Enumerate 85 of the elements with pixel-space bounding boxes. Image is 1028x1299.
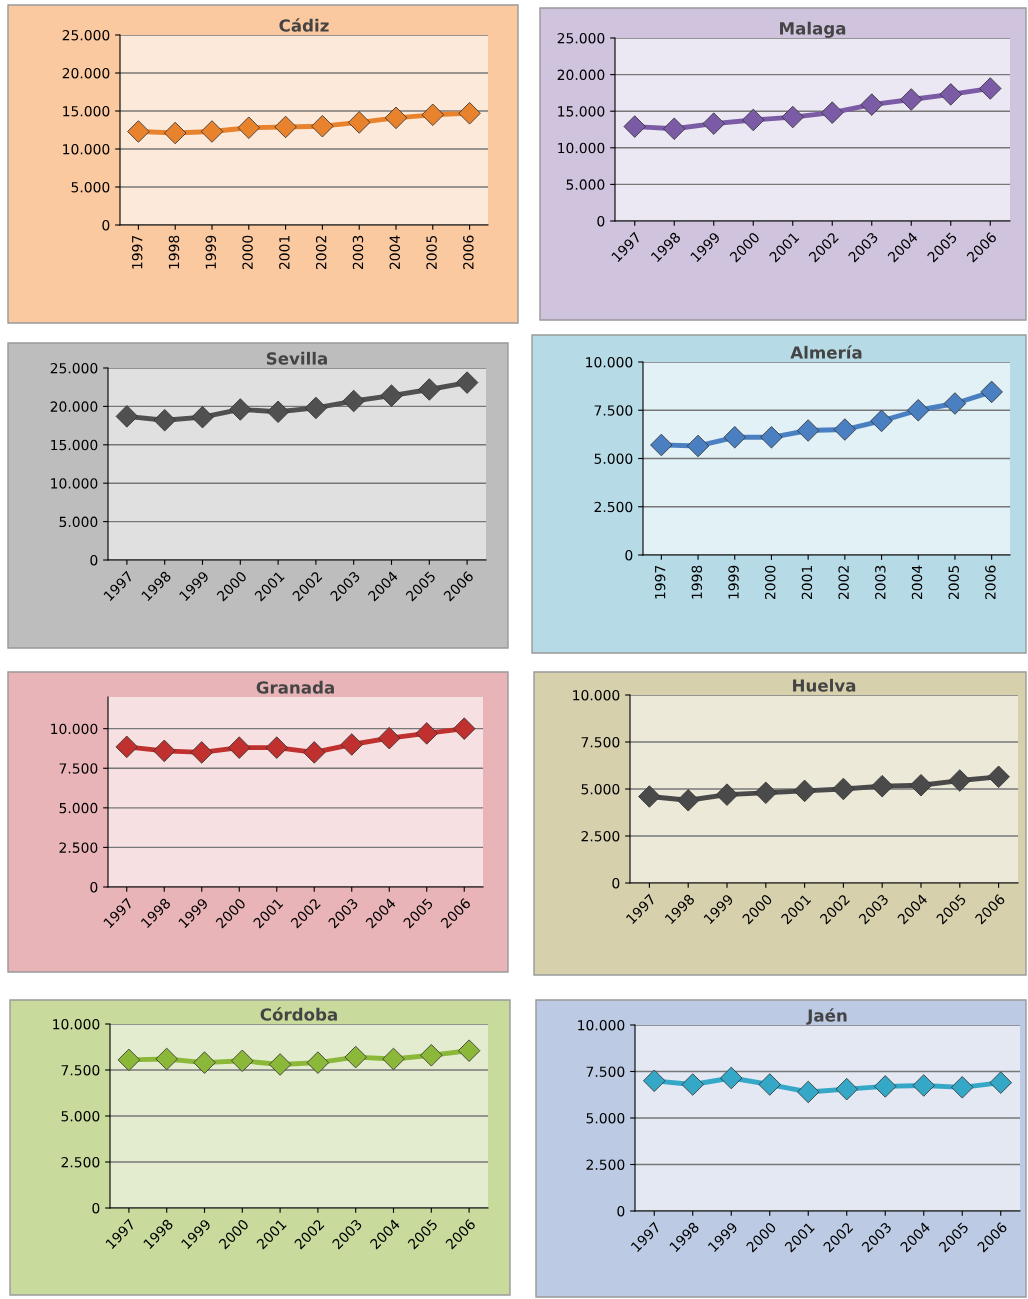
x-tick-label: 2002 <box>315 236 327 270</box>
y-tick-label: 25.000 <box>50 362 98 374</box>
chart-title: Cádiz <box>279 18 329 32</box>
y-tick-label: 10.000 <box>53 1018 100 1030</box>
chart-title: Malaga <box>780 21 846 38</box>
chart-title: Sevilla <box>266 351 327 365</box>
y-tick-label: 0 <box>102 219 110 231</box>
point <box>943 392 967 415</box>
point <box>832 777 855 801</box>
point <box>311 114 334 138</box>
y-tick-label: 25.000 <box>557 32 605 44</box>
x-tick-label: 2006 <box>463 235 474 270</box>
y-tick-label: 0 <box>625 549 633 561</box>
x-tick-label: 2003 <box>352 235 364 270</box>
y-tick-label: 2.500 <box>61 1156 100 1168</box>
point <box>900 88 923 111</box>
y-tick-label: 10.000 <box>573 689 620 701</box>
y-tick-label: 7.500 <box>61 1064 100 1076</box>
y-tick-label: 15.000 <box>51 439 98 451</box>
y-tick-label: 5.000 <box>586 1112 625 1124</box>
point <box>681 1073 704 1096</box>
y-tick-label: 7.500 <box>594 405 633 416</box>
point <box>797 1080 820 1104</box>
y-tick-label: 2.500 <box>586 1159 625 1170</box>
x-tick-label: 2003 <box>875 565 886 600</box>
x-tick-label: 1997 <box>131 235 143 269</box>
y-tick-label: 5.000 <box>59 516 98 528</box>
point <box>340 733 363 756</box>
y-tick-label: 0 <box>612 877 620 889</box>
y-tick-label: 15.000 <box>63 105 110 117</box>
y-tick-label: 0 <box>597 215 605 227</box>
x-tick-label: 2000 <box>764 565 776 600</box>
y-tick-label: 10.000 <box>586 356 633 368</box>
y-tick-label: 10.000 <box>578 1019 625 1031</box>
y-tick-label: 0 <box>92 1202 100 1214</box>
x-tick-label: 1999 <box>728 565 739 599</box>
point <box>833 418 857 441</box>
y-tick-label: 0 <box>90 554 98 566</box>
point <box>382 1047 405 1071</box>
x-tick-label: 1997 <box>654 565 666 599</box>
x-tick-label: 2005 <box>948 565 959 600</box>
chart-title: Huelva <box>793 678 856 692</box>
y-tick-label: 0 <box>90 881 98 893</box>
point <box>274 115 297 139</box>
y-tick-label: 0 <box>617 1205 625 1217</box>
x-tick-label: 2004 <box>911 565 923 600</box>
x-tick-label: 1999 <box>205 235 217 269</box>
y-tick-label: 5.000 <box>59 802 98 814</box>
y-tick-label: 20.000 <box>557 69 605 81</box>
x-tick-label: 2001 <box>801 566 813 600</box>
y-tick-label: 7.500 <box>586 1066 625 1077</box>
chart-title: Granada <box>256 680 334 694</box>
y-tick-label: 15.000 <box>558 106 605 117</box>
point <box>979 77 1002 100</box>
point <box>720 1066 743 1090</box>
x-tick-label: 2002 <box>838 566 849 600</box>
y-tick-label: 5.000 <box>566 179 605 190</box>
chart-title: Jaén <box>806 1008 847 1025</box>
y-tick-label: 2.500 <box>581 830 620 842</box>
y-tick-label: 5.000 <box>61 1110 100 1122</box>
y-tick-label: 25.000 <box>62 29 110 41</box>
y-tick-label: 5.000 <box>581 783 620 795</box>
x-tick-label: 2000 <box>242 235 253 270</box>
point <box>268 1053 292 1076</box>
y-tick-label: 5.000 <box>71 181 110 193</box>
y-tick-label: 7.500 <box>581 736 620 748</box>
point <box>457 1039 481 1062</box>
y-tick-label: 2.500 <box>594 501 633 513</box>
y-tick-label: 7.500 <box>59 763 98 774</box>
chart-title: Almería <box>790 345 862 359</box>
y-tick-label: 10.000 <box>51 478 98 489</box>
y-tick-label: 20.000 <box>62 67 110 79</box>
y-tick-label: 2.500 <box>59 842 98 853</box>
x-tick-label: 2005 <box>426 235 437 270</box>
y-tick-label: 20.000 <box>50 401 98 412</box>
chart-title: Córdoba <box>260 1007 337 1021</box>
y-tick-label: 5.000 <box>594 453 633 464</box>
x-tick-label: 2001 <box>279 236 290 270</box>
x-tick-label: 2006 <box>985 565 996 600</box>
y-tick-label: 10.000 <box>51 723 98 735</box>
x-tick-label: 1998 <box>691 565 703 599</box>
x-tick-label: 1998 <box>168 235 180 269</box>
y-tick-label: 10.000 <box>63 143 110 155</box>
x-tick-label: 2004 <box>389 235 401 270</box>
y-tick-label: 10.000 <box>558 142 605 154</box>
